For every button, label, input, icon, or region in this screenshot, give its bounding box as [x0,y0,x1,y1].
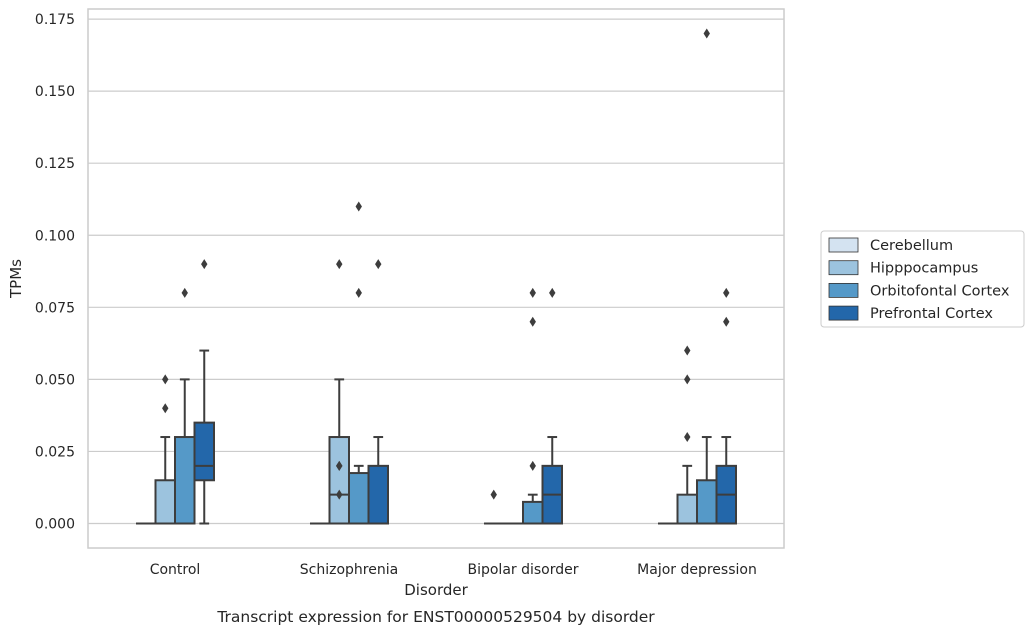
legend-swatch [828,305,859,321]
outlier-point [375,259,382,270]
box-body [328,436,350,525]
y-tick-label: 0.125 [35,156,75,172]
box-group [715,287,737,525]
outlier-point [336,460,343,471]
box-group [154,374,176,525]
outlier-point [529,460,536,471]
y-tick-label: 0.050 [35,372,75,388]
box-body [696,479,718,525]
legend-label: Hipppocampus [870,261,978,277]
box-group [348,201,370,525]
box-group [484,489,504,525]
box-body [367,464,389,525]
y-tick-label: 0.100 [35,228,75,244]
outlier-point [529,287,536,298]
box-body [193,421,215,482]
box-body [522,500,544,525]
legend-swatch [828,260,859,276]
x-tick-label: Bipolar disorder [467,562,578,578]
x-tick-label: Major depression [637,562,757,578]
box-group [522,287,544,525]
legend-frame [820,230,1025,328]
x-tick-label: Control [150,562,201,578]
outlier-point [162,403,169,414]
box-group [193,259,215,525]
outlier-point [723,287,730,298]
box-body [154,479,176,525]
outlier-point [549,287,556,298]
y-tick-label: 0.150 [35,84,75,100]
outlier-point [201,259,208,270]
box-group [328,259,350,525]
x-tick-label: Schizophrenia [300,562,398,578]
outlier-point [703,28,710,39]
x-axis-label: Disorder [404,581,468,599]
y-axis-label: TPMs [7,259,25,299]
outlier-point [181,287,188,298]
box-group [676,345,698,525]
outlier-point [684,374,691,385]
outlier-point [162,374,169,385]
y-tick-label: 0.075 [35,300,75,316]
outlier-point [684,432,691,443]
x-axis-ticks: Control Schizophrenia Bipolar disorder Majo… [150,562,757,578]
outlier-point [355,201,362,212]
legend-swatch [828,282,859,298]
legend: Cerebellum Hipppocampus Orbitofontal Corte… [820,230,1025,328]
y-tick-label: 0.175 [35,12,75,28]
box-body [174,436,196,525]
box-group [541,287,563,525]
y-tick-label: 0.025 [35,444,75,460]
box-group [696,28,718,525]
box-plots [136,28,737,525]
outlier-point [723,316,730,327]
box-body [348,472,370,525]
y-axis-ticks: 0.000 0.025 0.050 0.075 0.100 0.125 0.150 0.175 [35,12,75,532]
y-tick-label: 0.000 [35,517,75,533]
legend-swatch [828,237,859,253]
outlier-point [529,316,536,327]
box-group [174,287,196,525]
outlier-point [336,489,343,500]
legend-items: Cerebellum Hipppocampus Orbitofontal Corte… [828,237,1010,322]
box-group [367,259,389,525]
legend-label: Orbitofontal Cortex [870,283,1010,299]
outlier-point [355,287,362,298]
plot-area-frame [87,8,785,549]
outlier-point [684,345,691,356]
outlier-point [336,259,343,270]
box-body [676,493,698,525]
legend-label: Prefrontal Cortex [870,306,993,322]
chart-caption: Transcript expression for ENST0000052950… [216,608,655,626]
legend-label: Cerebellum [870,238,953,254]
outlier-point [490,489,497,500]
